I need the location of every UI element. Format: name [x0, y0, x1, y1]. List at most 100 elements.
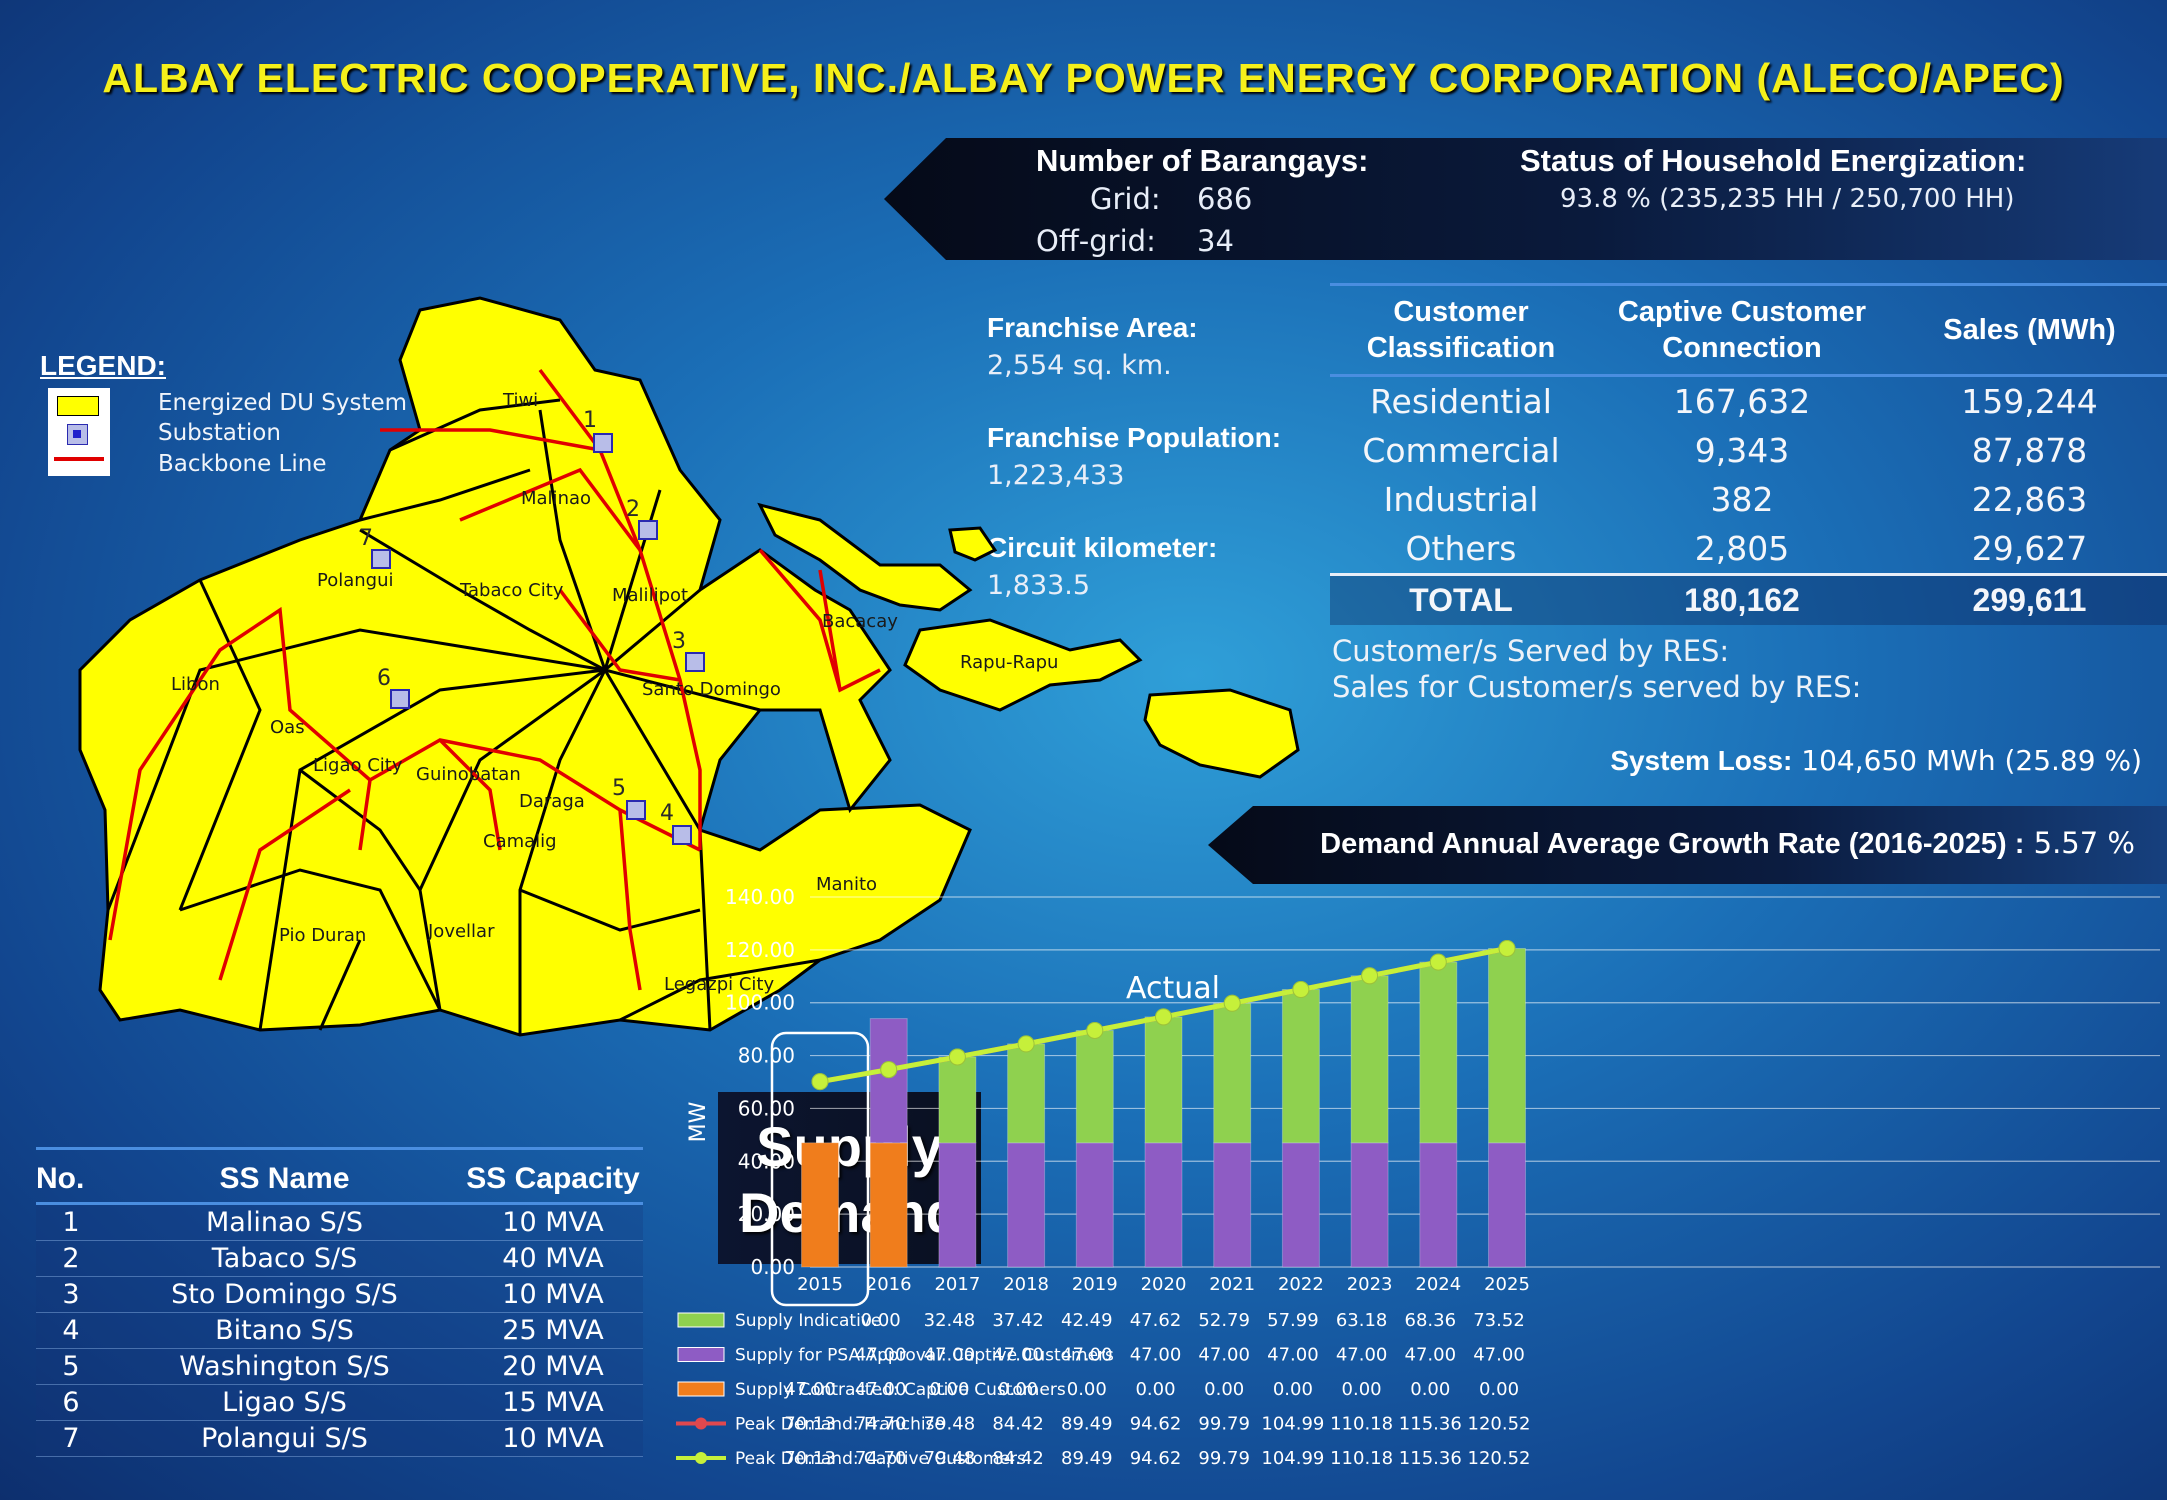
y-axis-label: MW [686, 1101, 711, 1142]
system-loss: System Loss: 104,650 MWh (25.89 %) [1610, 744, 2142, 777]
municipal-boundaries [106, 398, 821, 1035]
data-table-cell: 0.00 [1410, 1379, 1450, 1400]
ss-no: 2 [36, 1240, 106, 1277]
bar-segment [1007, 1142, 1046, 1268]
energization-value: 93.8 % (235,235 HH / 250,700 HH) [1560, 184, 2015, 214]
bar-segment [1419, 961, 1458, 1144]
bar-segment [1281, 1142, 1320, 1268]
legend-entry: Peak Demand: Captive Customers [735, 1449, 1026, 1469]
data-table-cell: 68.36 [1405, 1310, 1457, 1331]
x-tick-label: 2025 [1484, 1274, 1530, 1295]
data-table-cell: 73.52 [1473, 1310, 1525, 1331]
x-tick-label: 2024 [1415, 1274, 1461, 1295]
table-row: 6 Ligao S/S 15 MVA [36, 1384, 643, 1421]
energization-heading: Status of Household Energization: [1520, 143, 2027, 178]
ss-capacity: 25 MVA [463, 1312, 643, 1349]
col-header-ss-name: SS Name [106, 1147, 463, 1205]
data-table-cell: 47.00 [1130, 1345, 1182, 1366]
total-sales: 299,611 [1892, 573, 2167, 625]
line-point [948, 1048, 966, 1066]
bar-segment [1144, 1142, 1183, 1268]
legend-swatch-marker [695, 1452, 707, 1464]
data-table-cell: 104.99 [1261, 1448, 1324, 1469]
data-table-cell: 47.00 [924, 1345, 976, 1366]
bar-segment [1075, 1029, 1114, 1144]
data-table-cell: 47.00 [784, 1379, 836, 1400]
data-table-cell: 0.00 [1342, 1379, 1382, 1400]
ss-no: 6 [36, 1384, 106, 1421]
legend-swatch [677, 1347, 725, 1362]
bar-segment [938, 1056, 977, 1144]
map-label: Libon [171, 674, 220, 695]
bar-segment [1350, 975, 1389, 1144]
legend-entry: Peak Demand: Franchise [735, 1415, 945, 1435]
data-table-cell: 79.48 [924, 1448, 976, 1469]
y-tick-label: 20.00 [738, 1202, 795, 1226]
cell-classification: Industrial [1383, 480, 1539, 519]
legend-swatch [677, 1312, 725, 1328]
franchise-population-label: Franchise Population: [987, 422, 1282, 453]
cell-sales: 159,244 [1961, 382, 2098, 421]
line-point [1498, 939, 1516, 957]
barangays-heading: Number of Barangays: [1036, 143, 1369, 178]
ss-capacity: 15 MVA [463, 1384, 643, 1421]
bar-segment [1007, 1043, 1046, 1144]
data-table-cell: 0.00 [1273, 1379, 1313, 1400]
grid-value: 686 [1197, 182, 1253, 216]
stats-banner [884, 138, 2167, 260]
franchise-map: 1 2 3 4 5 6 7 Tiwi Malinao Polangui Taba… [78, 296, 1300, 1037]
table-row: 1 Malinao S/S 10 MVA [36, 1203, 643, 1241]
data-table-cell: 70.13 [784, 1414, 836, 1435]
data-table-cell: 104.99 [1261, 1414, 1324, 1435]
data-table-cell: 84.42 [992, 1414, 1044, 1435]
substation-number: 6 [377, 666, 391, 691]
backbone-line-swatch [54, 457, 104, 461]
data-table-cell: 0.00 [1067, 1379, 1107, 1400]
line-point [1292, 981, 1310, 999]
data-table-cell: 63.18 [1336, 1310, 1388, 1331]
map-label: Camalig [483, 831, 557, 852]
col-header-connection: Captive Customer Connection [1592, 283, 1892, 377]
chart-lines [811, 939, 1516, 1091]
line-point [1361, 967, 1379, 985]
substation-number: 2 [626, 497, 640, 522]
substation-icon [67, 424, 88, 445]
ss-no: 5 [36, 1348, 106, 1385]
data-table-cell: 47.00 [1198, 1345, 1250, 1366]
data-table-cell: 47.00 [992, 1345, 1044, 1366]
col-header-no: No. [36, 1147, 106, 1205]
legend-entry: Supply Contracted: Captive Customers [735, 1380, 1066, 1400]
circuit-km-value: 1,833.5 [987, 570, 1091, 601]
map-label: Daraga [519, 791, 585, 812]
data-table-cell: 0.00 [1135, 1379, 1175, 1400]
growth-rate: Demand Annual Average Growth Rate (2016-… [1320, 826, 2135, 861]
data-table-cell: 79.48 [924, 1414, 976, 1435]
line-point [1017, 1035, 1035, 1053]
franchise-population-value: 1,223,433 [987, 460, 1125, 491]
data-table-cell: 0.00 [1479, 1379, 1519, 1400]
y-tick-label: 80.00 [738, 1044, 795, 1068]
data-table-cell: 0.00 [861, 1310, 901, 1331]
line-point [811, 1073, 829, 1091]
ss-name: Bitano S/S [106, 1312, 463, 1349]
chart-y-tick-labels: 0.0020.0040.0060.0080.00100.00120.00140.… [725, 885, 795, 1279]
bar-segment [869, 1018, 908, 1144]
ss-no: 4 [36, 1312, 106, 1349]
map-label: Santo Domingo [642, 679, 781, 700]
data-table-cell: 94.62 [1130, 1414, 1182, 1435]
map-label: Oas [270, 717, 305, 738]
data-table-cell: 115.36 [1399, 1448, 1462, 1469]
supply-title-line1: Supply [756, 1115, 943, 1178]
cell-classification: Residential [1370, 382, 1552, 421]
chart-bars [801, 947, 1526, 1268]
cell-classification: Commercial [1362, 431, 1560, 470]
legend-swatch-marker [695, 1417, 707, 1430]
line-point [1223, 994, 1241, 1012]
data-table-cell: 120.52 [1468, 1414, 1531, 1435]
legend-title: LEGEND: [40, 350, 166, 381]
system-loss-value: 104,650 MWh (25.89 %) [1801, 744, 2142, 777]
table-total-row: TOTAL 180,162 299,611 [1330, 573, 2167, 625]
legend-entry: Supply Indicative [735, 1311, 881, 1331]
mainland-shape [78, 296, 972, 1037]
x-tick-label: 2022 [1278, 1274, 1324, 1295]
